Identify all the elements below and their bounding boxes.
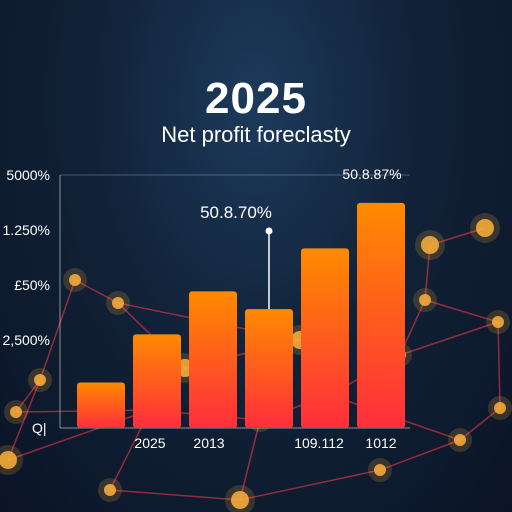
network-link <box>424 299 499 323</box>
y-tick-label: 5000% <box>6 167 50 183</box>
network-link <box>239 419 261 501</box>
chart-title: 2025 <box>205 74 307 123</box>
x-tick-label: 1012 <box>365 435 396 451</box>
network-link <box>239 469 381 501</box>
bar <box>357 202 405 428</box>
bar <box>245 309 293 428</box>
network-node <box>374 464 386 476</box>
annotation-marker <box>265 227 273 235</box>
bar <box>189 291 237 428</box>
x-tick-label: 2013 <box>193 435 224 451</box>
network-node <box>0 451 17 469</box>
network-link <box>379 439 461 471</box>
network-link <box>459 407 501 441</box>
network-node <box>454 434 466 446</box>
network-node <box>492 316 504 328</box>
network-link <box>7 379 41 461</box>
data-label: 50.8.87% <box>342 166 401 182</box>
network-link <box>7 409 151 461</box>
bar <box>133 334 181 428</box>
network-link <box>109 489 241 501</box>
data-label: 50.8.70% <box>200 203 272 222</box>
network-link <box>429 227 486 246</box>
network-link <box>424 244 431 301</box>
network-node <box>69 274 81 286</box>
bar <box>77 382 125 428</box>
network-node <box>112 297 124 309</box>
network-link <box>74 279 119 304</box>
y-tick-label: 1.250% <box>3 222 50 238</box>
chart-subtitle: Net profit foreclasty <box>161 122 351 147</box>
network-node <box>421 236 439 254</box>
network-node <box>10 406 22 418</box>
origin-label: Q| <box>32 420 47 436</box>
network-node <box>494 402 506 414</box>
x-tick-label: 109.112 <box>294 435 344 451</box>
network-link <box>497 321 501 409</box>
bar <box>301 248 349 428</box>
network-node <box>231 491 249 509</box>
y-tick-label: £50% <box>14 277 50 293</box>
x-tick-label: 2025 <box>134 435 165 451</box>
y-tick-label: 2,500% <box>3 332 50 348</box>
network-link <box>15 379 41 413</box>
network-link <box>39 279 76 381</box>
network-node <box>476 219 494 237</box>
network-node <box>34 374 46 386</box>
network-link <box>399 321 499 356</box>
network-node <box>419 294 431 306</box>
network-node <box>104 484 116 496</box>
